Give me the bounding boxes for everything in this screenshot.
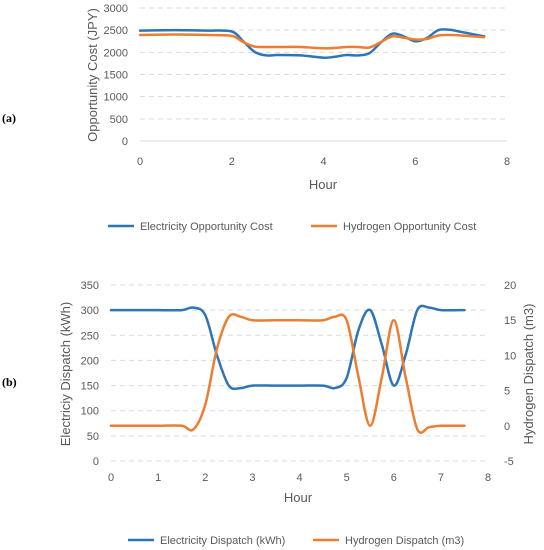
- y-tick-label-b-0: 0: [93, 456, 99, 468]
- x-tick-label-b-2: 2: [202, 472, 208, 484]
- x-tick-label-b-1: 1: [155, 472, 161, 484]
- y-tick-labels-b: 0 50 100 150 200 250 300 350: [81, 280, 99, 468]
- x-tick-label-b-5: 5: [344, 472, 350, 484]
- y-axis-title-a: Opportunity Cost (JPY): [85, 8, 100, 142]
- gridlines-a: [140, 7, 507, 142]
- y2-tick-label-b-3: 10: [504, 350, 516, 362]
- x-tick-label-a-3: 6: [412, 156, 418, 168]
- x-axis-title-a: Hour: [309, 177, 338, 192]
- chart-b: (b) 0 50 100 150 200 250 300 350 -5 0 5 10 15 20 0 1 2…: [2, 280, 536, 547]
- series-line-hydrogen-opportunity-cost: [138, 33, 486, 50]
- y-axis-title-b: Electriciy Dispatch (kWh): [58, 302, 73, 446]
- x-tick-label-b-4: 4: [296, 472, 302, 484]
- legend-label-electricity-cost: Electricity Opportunity Cost: [140, 221, 273, 233]
- y-tick-label-b-1: 50: [87, 431, 99, 443]
- panel-label-b: (b): [2, 375, 17, 389]
- series-line-hydrogen-dispatch-m3: [109, 312, 466, 434]
- legend-label-electricity-dispatch: Electricity Dispatch (kWh): [160, 535, 285, 547]
- x-tick-labels-b: 0 1 2 3 4 5 6 7 8: [108, 472, 491, 484]
- series-lines-b: [109, 304, 466, 434]
- x-tick-label-a-1: 2: [229, 156, 235, 168]
- series-lines-a: [138, 28, 486, 59]
- y-tick-label-a-0: 0: [122, 136, 128, 148]
- panel-label-a: (a): [2, 111, 16, 125]
- y2-tick-label-b-1: 0: [504, 421, 510, 433]
- y2-tick-label-b-2: 5: [504, 386, 510, 398]
- y2-tick-label-b-4: 15: [504, 315, 516, 327]
- y-tick-label-a-3: 1500: [104, 70, 128, 82]
- y-tick-label-b-4: 200: [81, 355, 99, 367]
- x-axis-title-b: Hour: [284, 490, 313, 505]
- y-tick-label-a-2: 1000: [104, 92, 128, 104]
- legend-label-hydrogen-dispatch: Hydrogen Dispatch (m3): [345, 535, 464, 547]
- y-tick-label-b-5: 250: [81, 330, 99, 342]
- y-tick-label-b-2: 100: [81, 406, 99, 418]
- y-tick-label-a-6: 3000: [104, 3, 128, 15]
- x-tick-label-a-4: 8: [504, 156, 510, 168]
- y2-tick-label-b-5: 20: [504, 280, 516, 292]
- legend-a: Electricity Opportunity Cost Hydrogen Op…: [108, 221, 476, 233]
- legend-b: Electricity Dispatch (kWh) Hydrogen Disp…: [128, 535, 464, 547]
- y2-tick-label-b-0: -5: [504, 456, 514, 468]
- legend-label-hydrogen-cost: Hydrogen Opportunity Cost: [343, 221, 476, 233]
- series-line-electricity-dispatch-kwh: [109, 304, 466, 391]
- x-tick-label-b-3: 3: [249, 472, 255, 484]
- y-tick-label-b-6: 300: [81, 305, 99, 317]
- y-tick-label-a-1: 500: [110, 114, 128, 126]
- y-tick-label-b-3: 150: [81, 381, 99, 393]
- x-tick-label-b-0: 0: [108, 472, 114, 484]
- x-tick-label-b-8: 8: [485, 472, 491, 484]
- x-tick-label-a-0: 0: [137, 156, 143, 168]
- y2-tick-labels-b: -5 0 5 10 15 20: [504, 280, 516, 468]
- x-tick-label-b-7: 7: [438, 472, 444, 484]
- x-tick-labels-a: 0 2 4 6 8: [137, 156, 510, 168]
- x-tick-label-a-2: 4: [320, 156, 326, 168]
- y-tick-label-a-5: 2500: [104, 25, 128, 37]
- x-tick-label-b-6: 6: [391, 472, 397, 484]
- y-tick-label-a-4: 2000: [104, 47, 128, 59]
- y-tick-labels-a: 0 500 1000 1500 2000 2500 3000: [104, 3, 128, 148]
- chart-a: (a) 0 500 1000 1500 2000 2500 3000 0 2 4 6 8 Oppor…: [2, 3, 510, 233]
- y2-axis-title-b: Hydrogen Dispatch (m3): [521, 304, 536, 445]
- y-tick-label-b-7: 350: [81, 280, 99, 292]
